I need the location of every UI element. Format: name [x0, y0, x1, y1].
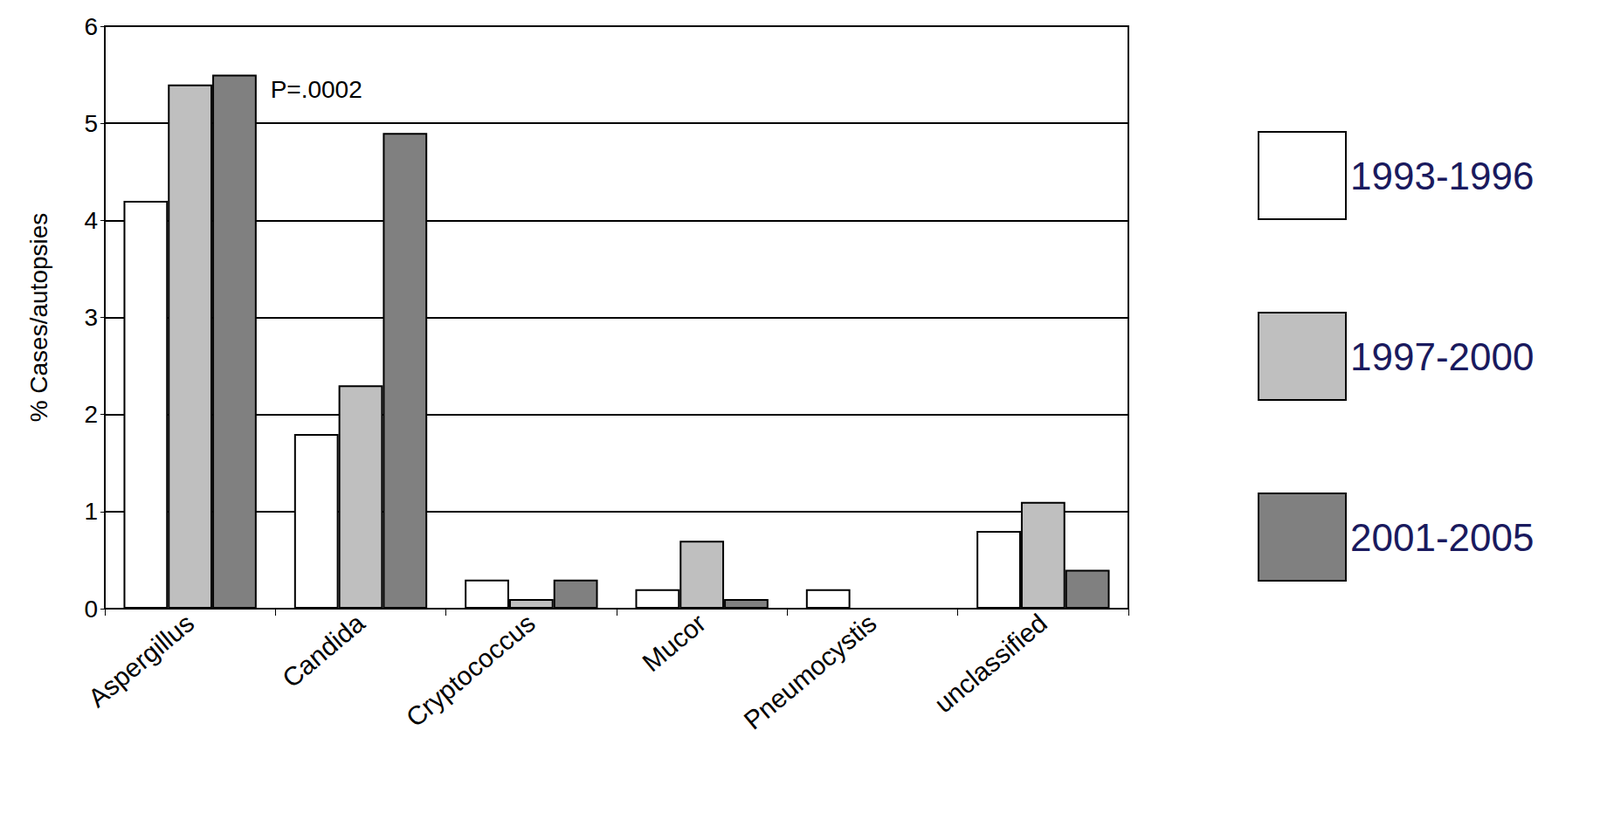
- svg-text:Pneumocystis: Pneumocystis: [737, 607, 882, 735]
- svg-text:6: 6: [83, 13, 98, 41]
- svg-text:2: 2: [83, 400, 98, 428]
- svg-text:Cryptococcus: Cryptococcus: [400, 607, 541, 732]
- svg-text:unclassified: unclassified: [929, 607, 1053, 718]
- svg-text:5: 5: [83, 110, 98, 138]
- svg-text:1993-1996: 1993-1996: [1350, 154, 1534, 198]
- svg-text:Mucor: Mucor: [636, 607, 711, 677]
- svg-text:1: 1: [83, 497, 98, 525]
- svg-text:1997-2000: 1997-2000: [1350, 335, 1534, 379]
- svg-text:Candida: Candida: [276, 607, 371, 693]
- svg-text:2001-2005: 2001-2005: [1350, 516, 1534, 559]
- svg-text:P=.0002: P=.0002: [270, 75, 363, 104]
- svg-text:3: 3: [83, 303, 98, 332]
- svg-text:0: 0: [83, 595, 98, 623]
- svg-text:Aspergillus: Aspergillus: [82, 607, 200, 713]
- svg-text:% Cases/autopsies: % Cases/autopsies: [25, 213, 53, 423]
- svg-text:4: 4: [83, 206, 98, 235]
